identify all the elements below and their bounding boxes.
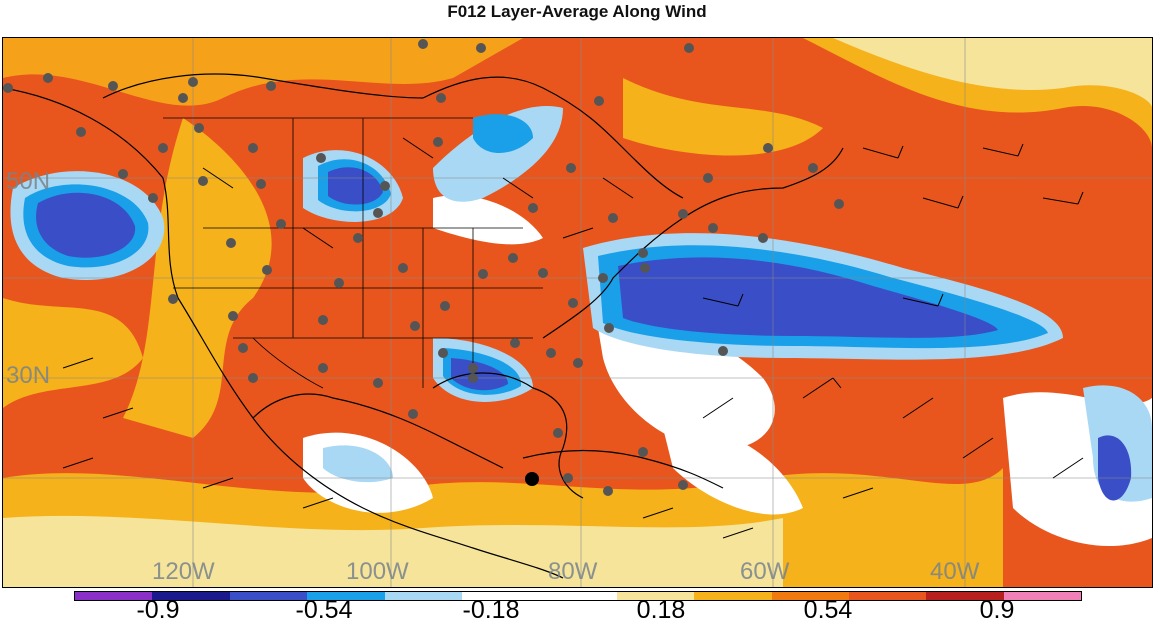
colorbar-segment — [152, 592, 230, 600]
map-title: F012 Layer-Average Along Wind — [447, 2, 707, 21]
political-borders — [163, 117, 543, 389]
colorbar-segment — [848, 592, 927, 600]
contour-band — [833, 38, 1152, 108]
colorbar — [74, 591, 1082, 601]
graticule — [3, 38, 1152, 587]
contour-band — [36, 192, 136, 258]
lon-label-80w: 80W — [548, 558, 598, 585]
colorbar-tick-label: 0.18 — [636, 596, 686, 624]
colorbar-segment — [384, 592, 462, 600]
colorbar-segment — [1003, 592, 1082, 600]
colorbar-tick-label: -0.54 — [295, 596, 353, 624]
colorbar-segment — [229, 592, 308, 600]
contour-band — [328, 167, 383, 205]
lat-label-50n: 50N — [6, 168, 51, 195]
colorbar-segment — [75, 592, 153, 600]
colorbar-tick-label: 0.9 — [979, 596, 1015, 624]
lon-label-100w: 100W — [346, 558, 409, 585]
map-canvas — [3, 38, 1152, 587]
highlight-station-marker — [525, 472, 539, 486]
contour-band — [3, 515, 783, 587]
contour-band — [473, 114, 533, 153]
colorbar-segment — [771, 592, 849, 600]
wind-barbs — [62, 137, 1084, 539]
colorbar-segment — [694, 592, 772, 600]
colorbar-segment — [926, 592, 1004, 600]
contour-band — [1098, 435, 1132, 501]
contour-band — [3, 38, 523, 106]
colorbar-segment — [461, 592, 540, 600]
contour-band — [618, 257, 998, 338]
colorbar-segment — [616, 592, 695, 600]
coastlines — [3, 73, 844, 579]
lon-label-40w: 40W — [930, 558, 980, 585]
colorbar-tick-label: -0.9 — [136, 596, 180, 624]
contour-band — [433, 195, 543, 245]
lon-label-60w: 60W — [740, 558, 790, 585]
lon-label-120w: 120W — [152, 558, 215, 585]
colorbar-segment — [539, 592, 617, 600]
wind-field-map[interactable] — [2, 37, 1153, 588]
contour-band — [323, 445, 393, 483]
colorbar-tick-label: -0.18 — [462, 596, 520, 624]
colorbar-segment — [307, 592, 385, 600]
contour-band — [451, 358, 508, 391]
contour-band — [3, 298, 143, 408]
contour-band — [663, 426, 803, 515]
station-markers — [3, 39, 844, 496]
colorbar-tick-label: 0.54 — [803, 596, 853, 624]
lat-label-30n: 30N — [6, 362, 51, 389]
